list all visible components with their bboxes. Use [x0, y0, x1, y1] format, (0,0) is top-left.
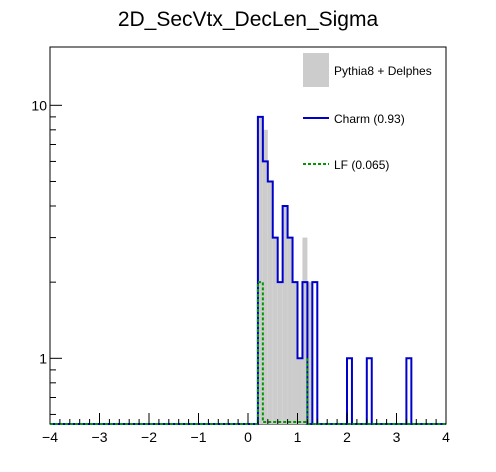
legend-item-0: Pythia8 + Delphes [303, 53, 432, 87]
x-tick-label-1: −3 [92, 429, 108, 445]
series-line-2 [50, 281, 446, 425]
series-0 [257, 116, 313, 424]
x-tick-label-0: −4 [42, 429, 58, 445]
x-tick-label-4: 0 [244, 429, 252, 445]
bar-0-4 [277, 282, 283, 424]
y-tick-label-0: 1 [39, 350, 47, 366]
y-tick-label-1: 10 [31, 97, 47, 113]
bar-0-9 [302, 237, 308, 424]
series-line-1 [50, 115, 446, 425]
x-tick-label-8: 4 [442, 429, 450, 445]
series-layer [50, 115, 446, 425]
bar-0-2 [267, 181, 273, 424]
chart-title: 2D_SecVtx_DecLen_Sigma [118, 8, 379, 31]
legend-item-1: Charm (0.93) [303, 112, 405, 126]
legend-label-1: Charm (0.93) [334, 112, 405, 126]
bar-0-3 [272, 237, 278, 424]
x-tick-label-5: 1 [294, 429, 302, 445]
bar-0-6 [287, 237, 293, 424]
legend-label-2: LF (0.065) [334, 158, 389, 172]
plot-area-border [49, 46, 447, 425]
legend-swatch-0 [303, 53, 329, 87]
x-tick-label-2: −2 [141, 429, 157, 445]
axis-layer: −4 −3 −2 −1 0 1 2 3 4 1 10 [31, 97, 450, 445]
series-1 [50, 115, 446, 425]
legend-label-0: Pythia8 + Delphes [334, 64, 432, 78]
legend-item-2: LF (0.065) [303, 158, 389, 172]
bar-0-5 [282, 205, 288, 424]
x-tick-label-7: 3 [393, 429, 401, 445]
bar-0-8 [297, 358, 303, 424]
bar-0-7 [292, 282, 298, 424]
bar-0-1 [262, 129, 268, 424]
x-tick-label-3: −1 [191, 429, 207, 445]
series-2 [50, 281, 446, 425]
bar-0-0 [257, 116, 263, 424]
legend: Pythia8 + Delphes Charm (0.93) LF (0.065) [303, 53, 432, 172]
plot-frame [49, 46, 447, 425]
bar-0-10 [307, 282, 313, 424]
x-tick-label-6: 2 [343, 429, 351, 445]
